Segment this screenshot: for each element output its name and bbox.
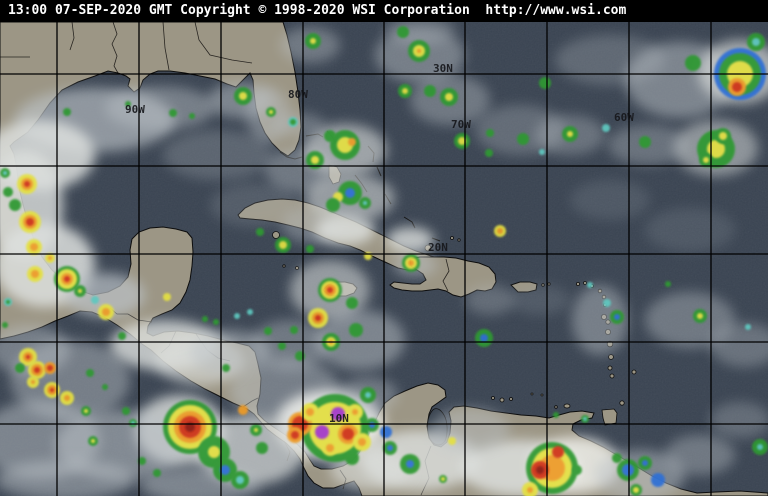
timestamp-copyright-text: 13:00 07-SEP-2020 GMT Copyright © 1998-2… [8,3,627,18]
svg-text:90W: 90W [125,103,145,116]
latlon-grid [0,22,768,496]
isle-of-youth [272,231,280,239]
cayman-islands [282,264,299,270]
island-margarita [563,403,571,409]
svg-text:20N: 20N [428,241,448,254]
svg-text:30N: 30N [433,62,453,75]
timestamp-copyright-bar: 13:00 07-SEP-2020 GMT Copyright © 1998-2… [0,0,768,22]
island-trinidad [601,408,618,426]
svg-text:80W: 80W [288,88,308,101]
svg-text:70W: 70W [451,118,471,131]
storm-cell-layer [0,26,768,496]
latlon-labels: 90W 80W 70W 60W 30N 20N 10N [125,62,634,425]
svg-text:60W: 60W [614,111,634,124]
svg-text:10N: 10N [329,412,349,425]
